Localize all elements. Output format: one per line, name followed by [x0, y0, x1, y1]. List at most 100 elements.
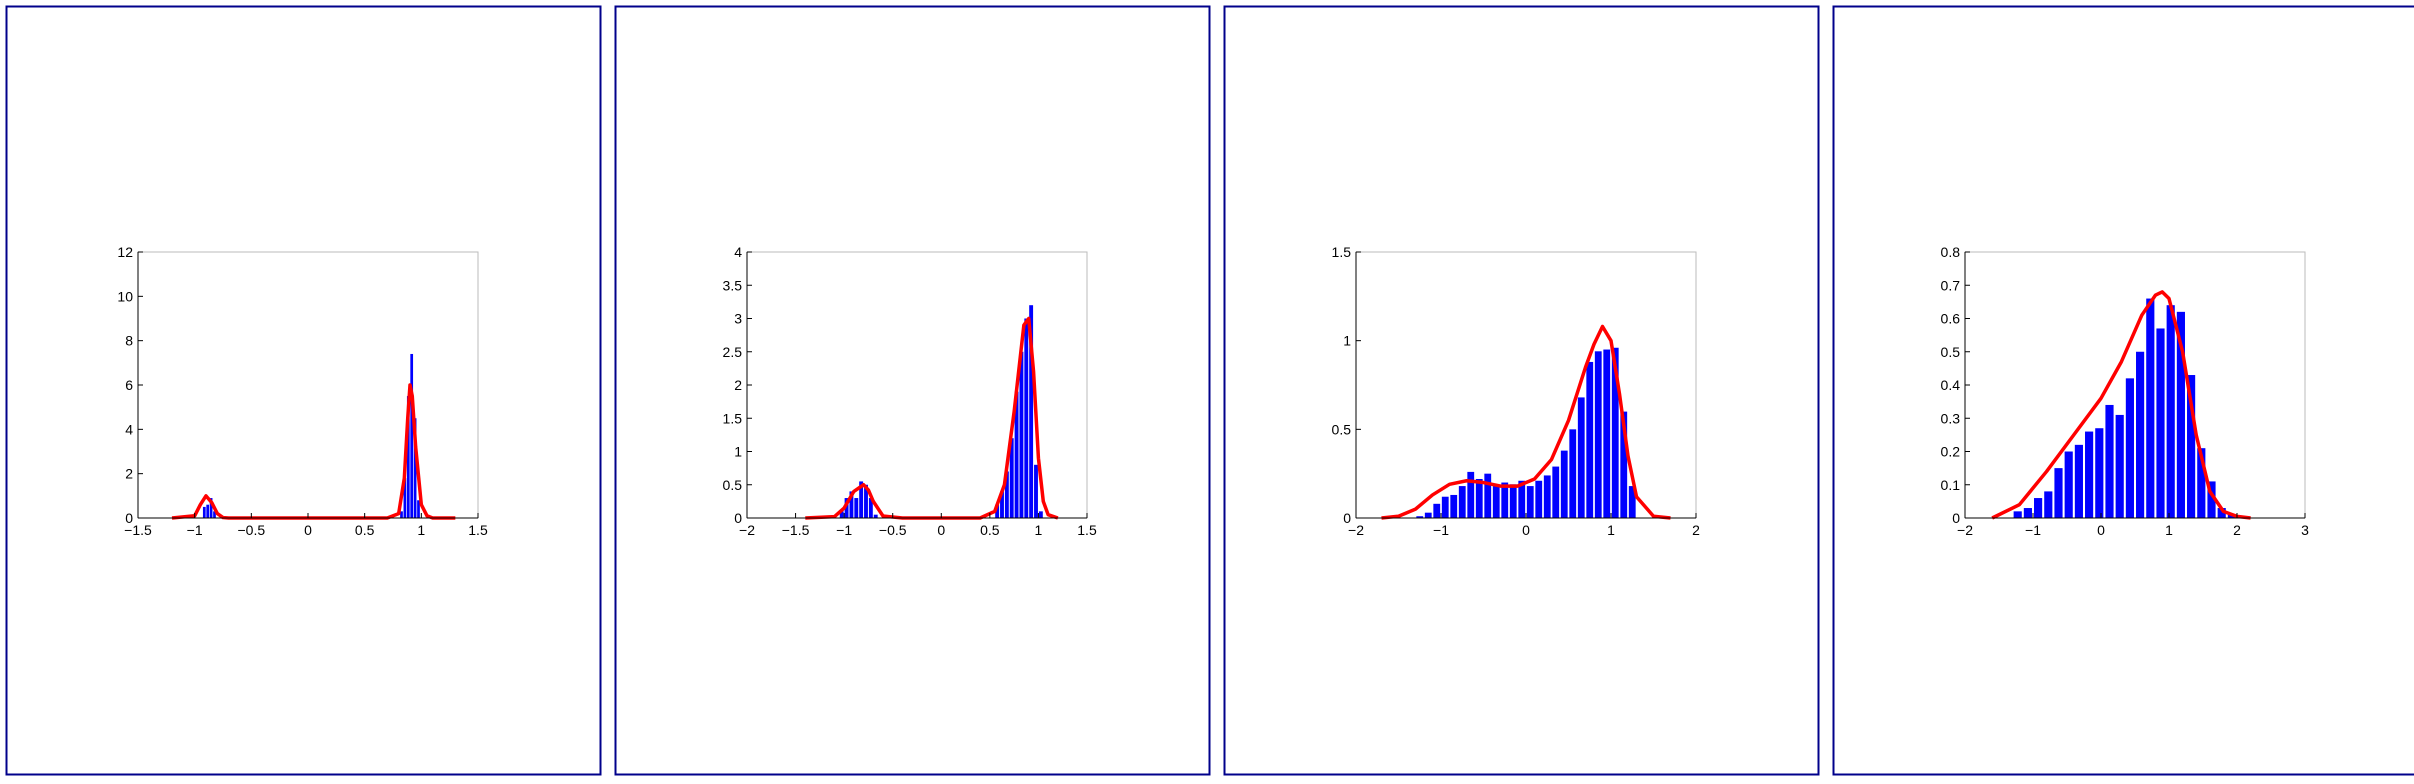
histogram-bar — [2064, 451, 2073, 518]
histogram-bar — [1424, 512, 1432, 518]
histogram-bar — [2227, 514, 2236, 518]
histogram-bar — [1603, 349, 1611, 518]
histogram-bar — [2085, 431, 2094, 518]
panel-border — [614, 5, 1211, 776]
x-tick-label: 3 — [2301, 522, 2309, 538]
histogram-bar — [2105, 404, 2114, 518]
histogram-bar — [1569, 429, 1577, 518]
y-tick-label: 2 — [734, 377, 742, 393]
chart-panel: −2 −1.5 −1 −0.5 0 0.5 1 1.5 0 0.5 1 1.5 2 2.5 3 3.5 4 — [614, 5, 1211, 776]
histogram-bar — [2013, 511, 2022, 518]
y-tick-label: 4 — [125, 421, 133, 437]
x-tick-label: −1 — [187, 522, 203, 538]
y-tick-label: 2 — [125, 466, 133, 482]
histogram-bar — [2125, 378, 2134, 518]
histogram-bar — [417, 500, 420, 518]
histogram-bar — [995, 504, 1000, 518]
histogram-bar — [849, 491, 854, 518]
chart-panel: −1.5 −1 −0.5 0 0.5 1 1.5 0 2 4 6 8 10 12 — [5, 5, 602, 776]
y-tick-label: 1 — [734, 444, 742, 460]
y-tick-label: 0.8 — [1941, 244, 1961, 260]
x-tick-label: −2 — [739, 522, 755, 538]
x-tick-label: −2 — [1348, 522, 1364, 538]
x-tick-label: 0 — [2097, 522, 2105, 538]
y-tick-label: 0.5 — [723, 477, 743, 493]
panel-border — [5, 5, 602, 776]
x-tick-label: −1.5 — [782, 522, 810, 538]
histogram-bar — [202, 506, 206, 518]
histogram-bar — [2136, 351, 2145, 518]
histogram-bar — [844, 498, 849, 518]
x-tick-label: 0 — [304, 522, 312, 538]
y-tick-label: 1.5 — [1332, 244, 1352, 260]
x-tick-label: 1 — [1607, 522, 1615, 538]
histogram-bar — [873, 514, 878, 518]
x-tick-label: 0 — [1522, 522, 1530, 538]
histogram-bar — [406, 396, 410, 518]
histogram-bar — [1518, 480, 1526, 518]
y-tick-label: 4 — [734, 244, 742, 260]
histogram-bar — [1594, 351, 1602, 518]
histogram-bar — [1586, 361, 1594, 518]
histogram-bar — [1535, 480, 1543, 518]
histogram-bar — [859, 481, 864, 518]
histogram-bar — [2166, 305, 2175, 518]
histogram-bar — [864, 484, 868, 518]
y-tick-label: 0 — [1952, 510, 1960, 526]
histogram-bar — [839, 511, 844, 518]
density-curve — [1381, 324, 1671, 520]
y-tick-label: 0.6 — [1941, 311, 1961, 327]
x-tick-label: −0.5 — [238, 522, 266, 538]
x-tick-label: 0 — [937, 522, 945, 538]
histogram-bar — [2044, 491, 2053, 518]
y-tick-label: 0.2 — [1941, 444, 1961, 460]
histogram-bar — [1577, 397, 1585, 518]
y-tick-label: 1.5 — [723, 410, 743, 426]
x-tick-label: 2 — [2233, 522, 2241, 538]
histogram-bar — [1458, 486, 1466, 518]
panel-border — [1223, 5, 1820, 776]
histogram-bar — [209, 498, 213, 518]
histogram-bar — [1611, 347, 1619, 518]
histogram-bar — [1034, 464, 1038, 518]
y-tick-label: 0.3 — [1941, 410, 1961, 426]
histogram-bar — [1628, 486, 1636, 518]
x-tick-label: 1.5 — [1077, 522, 1097, 538]
y-tick-label: 10 — [117, 288, 133, 304]
histogram-bar — [2034, 498, 2043, 518]
histogram-bar — [1038, 511, 1043, 518]
histogram-bar — [1467, 471, 1475, 518]
histogram-bar — [1560, 450, 1568, 518]
x-tick-label: −2 — [1957, 522, 1973, 538]
histogram-bar — [213, 511, 216, 518]
x-tick-label: −1 — [836, 522, 852, 538]
density-curve — [1991, 290, 2251, 520]
histogram-bar — [1509, 484, 1517, 518]
y-tick-label: 0 — [1343, 510, 1351, 526]
x-tick-label: −1 — [1433, 522, 1449, 538]
histogram-bar — [1024, 318, 1029, 518]
y-tick-label: 0 — [734, 510, 742, 526]
histogram-bar — [1029, 305, 1034, 518]
histogram-bar — [2054, 468, 2063, 518]
y-tick-label: 8 — [125, 333, 133, 349]
histogram-bar — [2156, 328, 2165, 518]
histogram-bar — [1000, 491, 1004, 518]
histogram-bar — [2115, 414, 2124, 518]
y-tick-label: 0.5 — [1941, 344, 1961, 360]
histogram-bar — [400, 511, 403, 518]
histogram-bar — [1450, 494, 1458, 518]
x-tick-label: 1 — [2165, 522, 2173, 538]
histogram-bar — [2207, 481, 2216, 518]
histogram-bar — [2217, 508, 2226, 518]
y-tick-label: 0.5 — [1332, 421, 1352, 437]
histogram-bar — [1019, 351, 1024, 518]
histogram-bar — [1526, 486, 1534, 518]
x-tick-label: 1 — [1035, 522, 1043, 538]
histogram-bar — [206, 504, 210, 518]
histogram-bar — [2187, 375, 2196, 518]
y-tick-label: 1 — [1343, 333, 1351, 349]
y-tick-label: 0.7 — [1941, 277, 1961, 293]
histogram-bar — [2023, 508, 2032, 518]
